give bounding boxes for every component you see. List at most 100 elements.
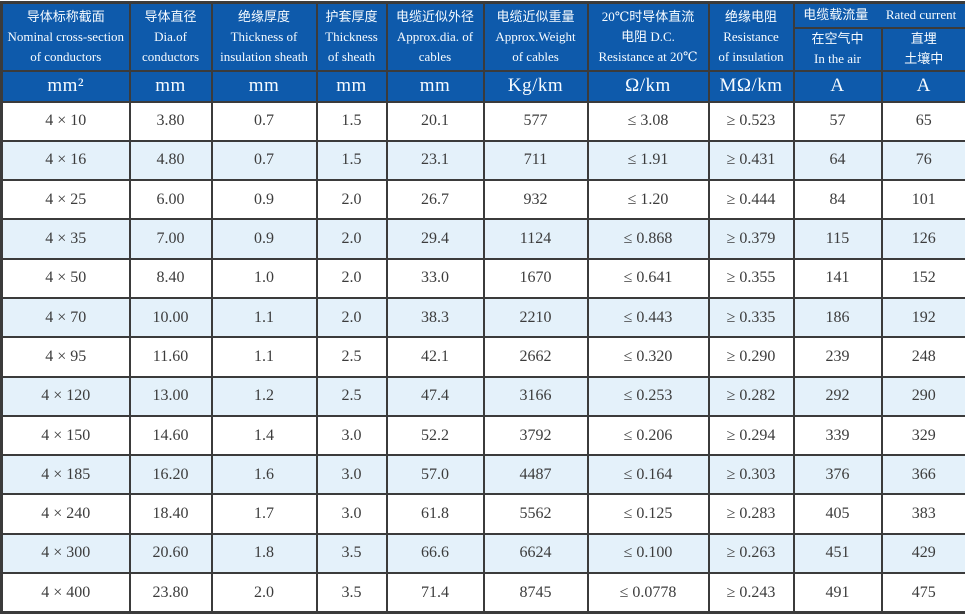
table-cell: 52.2 — [387, 416, 484, 455]
table-cell: 47.4 — [387, 377, 484, 416]
table-cell: 932 — [484, 180, 588, 219]
table-cell: ≥ 0.303 — [709, 455, 794, 494]
table-cell: ≥ 0.290 — [709, 337, 794, 376]
header-line: Resistance at 20℃ — [589, 47, 708, 67]
table-cell: 491 — [794, 573, 882, 613]
table-cell: 29.4 — [387, 219, 484, 258]
header-line: Approx.dia. of — [388, 27, 483, 47]
header-line: Approx.Weight — [485, 27, 587, 47]
header-line: cables — [388, 47, 483, 67]
table-cell: 292 — [794, 377, 882, 416]
table-cell: 61.8 — [387, 494, 484, 533]
header-line: 绝缘厚度 — [213, 7, 316, 27]
row-label-cell: 4 × 95 — [2, 337, 130, 376]
header-line: In the air — [795, 49, 881, 69]
table-cell: 18.40 — [130, 494, 212, 533]
table-cell: 1124 — [484, 219, 588, 258]
row-label-cell: 4 × 300 — [2, 534, 130, 573]
unit-cell: mm — [130, 71, 212, 102]
row-label-cell: 4 × 185 — [2, 455, 130, 494]
col-header-rated-current-group: 电缆载流量 Rated current — [794, 3, 965, 28]
table-cell: ≥ 0.379 — [709, 219, 794, 258]
row-label-cell: 4 × 400 — [2, 573, 130, 613]
table-cell: 6.00 — [130, 180, 212, 219]
col-header-approx-diameter: 电缆近似外径 Approx.dia. of cables — [387, 3, 484, 71]
table-cell: 76 — [882, 141, 965, 180]
table-cell: 57 — [794, 102, 882, 141]
col-header-nominal-cross-section: 导体标称截面 Nominal cross-section of conducto… — [2, 3, 130, 71]
table-cell: 2.0 — [317, 180, 387, 219]
table-cell: 16.20 — [130, 455, 212, 494]
table-cell: 2.0 — [317, 259, 387, 298]
table-cell: 13.00 — [130, 377, 212, 416]
unit-cell: mm — [212, 71, 317, 102]
table-cell: 71.4 — [387, 573, 484, 613]
table-cell: 366 — [882, 455, 965, 494]
header-line: 直埋 — [883, 29, 965, 49]
table-cell: ≤ 0.206 — [588, 416, 709, 455]
page: 导体标称截面 Nominal cross-section of conducto… — [0, 0, 965, 587]
table-cell: 577 — [484, 102, 588, 141]
table-cell: 2.0 — [212, 573, 317, 613]
table-cell: ≤ 0.443 — [588, 298, 709, 337]
table-cell: 1.5 — [317, 102, 387, 141]
table-cell: ≤ 0.641 — [588, 259, 709, 298]
table-cell: ≤ 0.320 — [588, 337, 709, 376]
col-header-conductor-diameter: 导体直径 Dia.of conductors — [130, 3, 212, 71]
row-label-cell: 4 × 35 — [2, 219, 130, 258]
table-cell: 101 — [882, 180, 965, 219]
table-cell: ≥ 0.263 — [709, 534, 794, 573]
unit-cell: mm² — [2, 71, 130, 102]
table-cell: 0.7 — [212, 102, 317, 141]
table-cell: ≥ 0.444 — [709, 180, 794, 219]
table-cell: 329 — [882, 416, 965, 455]
table-header: 导体标称截面 Nominal cross-section of conducto… — [2, 3, 965, 102]
header-line: insulation sheath — [213, 47, 316, 67]
unit-cell: MΩ/km — [709, 71, 794, 102]
table-cell: 10.00 — [130, 298, 212, 337]
table-cell: 0.7 — [212, 141, 317, 180]
table-cell: 0.9 — [212, 180, 317, 219]
header-line: 导体直径 — [131, 7, 211, 27]
table-cell: ≤ 0.100 — [588, 534, 709, 573]
table-cell: 1670 — [484, 259, 588, 298]
header-line: Thickness of — [213, 27, 316, 47]
table-cell: 451 — [794, 534, 882, 573]
table-cell: 1.8 — [212, 534, 317, 573]
header-line: of sheath — [318, 47, 386, 67]
table-cell: 20.1 — [387, 102, 484, 141]
table-cell: 3.5 — [317, 573, 387, 613]
table-cell: 4.80 — [130, 141, 212, 180]
table-cell: 26.7 — [387, 180, 484, 219]
table-cell: 192 — [882, 298, 965, 337]
header-line: of cables — [485, 47, 587, 67]
table-cell: 4487 — [484, 455, 588, 494]
header-line: of conductors — [3, 47, 129, 67]
table-cell: ≥ 0.355 — [709, 259, 794, 298]
col-header-dc-resistance: 20℃时导体直流 电阻 D.C. Resistance at 20℃ — [588, 3, 709, 71]
header-line: 在空气中 — [795, 29, 881, 49]
units-row: mm² mm mm mm mm Kg/km Ω/km MΩ/km A A — [2, 71, 965, 102]
table-cell: 239 — [794, 337, 882, 376]
table-cell: 5562 — [484, 494, 588, 533]
header-line: 土壤中 — [883, 49, 965, 69]
row-label-cell: 4 × 240 — [2, 494, 130, 533]
table-cell: ≤ 3.08 — [588, 102, 709, 141]
table-cell: 152 — [882, 259, 965, 298]
header-line: 护套厚度 — [318, 7, 386, 27]
table-cell: 1.2 — [212, 377, 317, 416]
table-cell: 2.5 — [317, 377, 387, 416]
table-cell: 6624 — [484, 534, 588, 573]
header-line: Nominal cross-section — [3, 27, 129, 47]
table-cell: 290 — [882, 377, 965, 416]
